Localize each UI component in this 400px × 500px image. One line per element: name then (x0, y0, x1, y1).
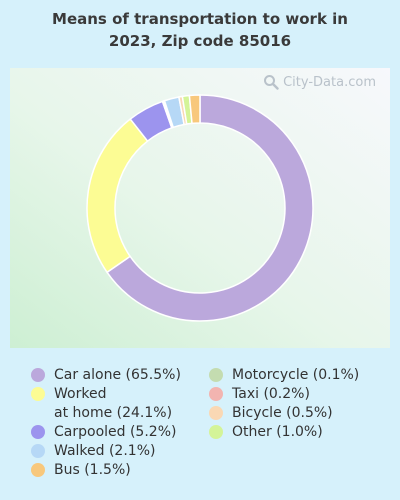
legend-label: Bicycle (0.5%) (232, 405, 333, 421)
legend-swatch (209, 368, 223, 382)
magnifier-icon (264, 75, 279, 90)
legend-label: Other (1.0%) (232, 424, 323, 440)
legend-label: Bus (1.5%) (54, 462, 131, 478)
legend-item: Motorcycle (0.1%) (209, 366, 359, 385)
legend-item: Car alone (65.5%) (31, 366, 181, 385)
legend-item: Carpooled (5.2%) (31, 423, 176, 442)
slice-0 (106, 94, 314, 322)
legend-item: Bicycle (0.5%) (209, 404, 333, 423)
legend-item: Walked (2.1%) (31, 442, 155, 461)
chart-title: Means of transportation to work in 2023,… (52, 10, 348, 50)
legend-item: Bus (1.5%) (31, 461, 131, 480)
legend-swatch (31, 368, 45, 382)
legend-swatch (31, 463, 45, 477)
legend-label: Taxi (0.2%) (232, 386, 310, 402)
legend-swatch (209, 387, 223, 401)
legend-label: Carpooled (5.2%) (54, 424, 177, 440)
legend-label: Worked at home (24.1%) (54, 386, 173, 421)
legend-swatch (209, 406, 223, 420)
watermark-text: City-Data.com (283, 74, 376, 90)
legend-swatch (31, 387, 45, 401)
legend-swatch (209, 425, 223, 439)
slice-1 (86, 118, 149, 274)
slice-8 (188, 94, 201, 125)
legend-item: Taxi (0.2%) (209, 385, 310, 404)
legend-label: Car alone (65.5%) (54, 367, 181, 383)
legend-swatch (31, 425, 45, 439)
legend-item: Worked at home (24.1%) (31, 385, 172, 423)
legend-label: Walked (2.1%) (54, 443, 156, 459)
watermark: City-Data.com (263, 74, 376, 90)
legend-item: Other (1.0%) (209, 423, 323, 442)
legend-label: Motorcycle (0.1%) (232, 367, 360, 383)
legend-swatch (31, 444, 45, 458)
